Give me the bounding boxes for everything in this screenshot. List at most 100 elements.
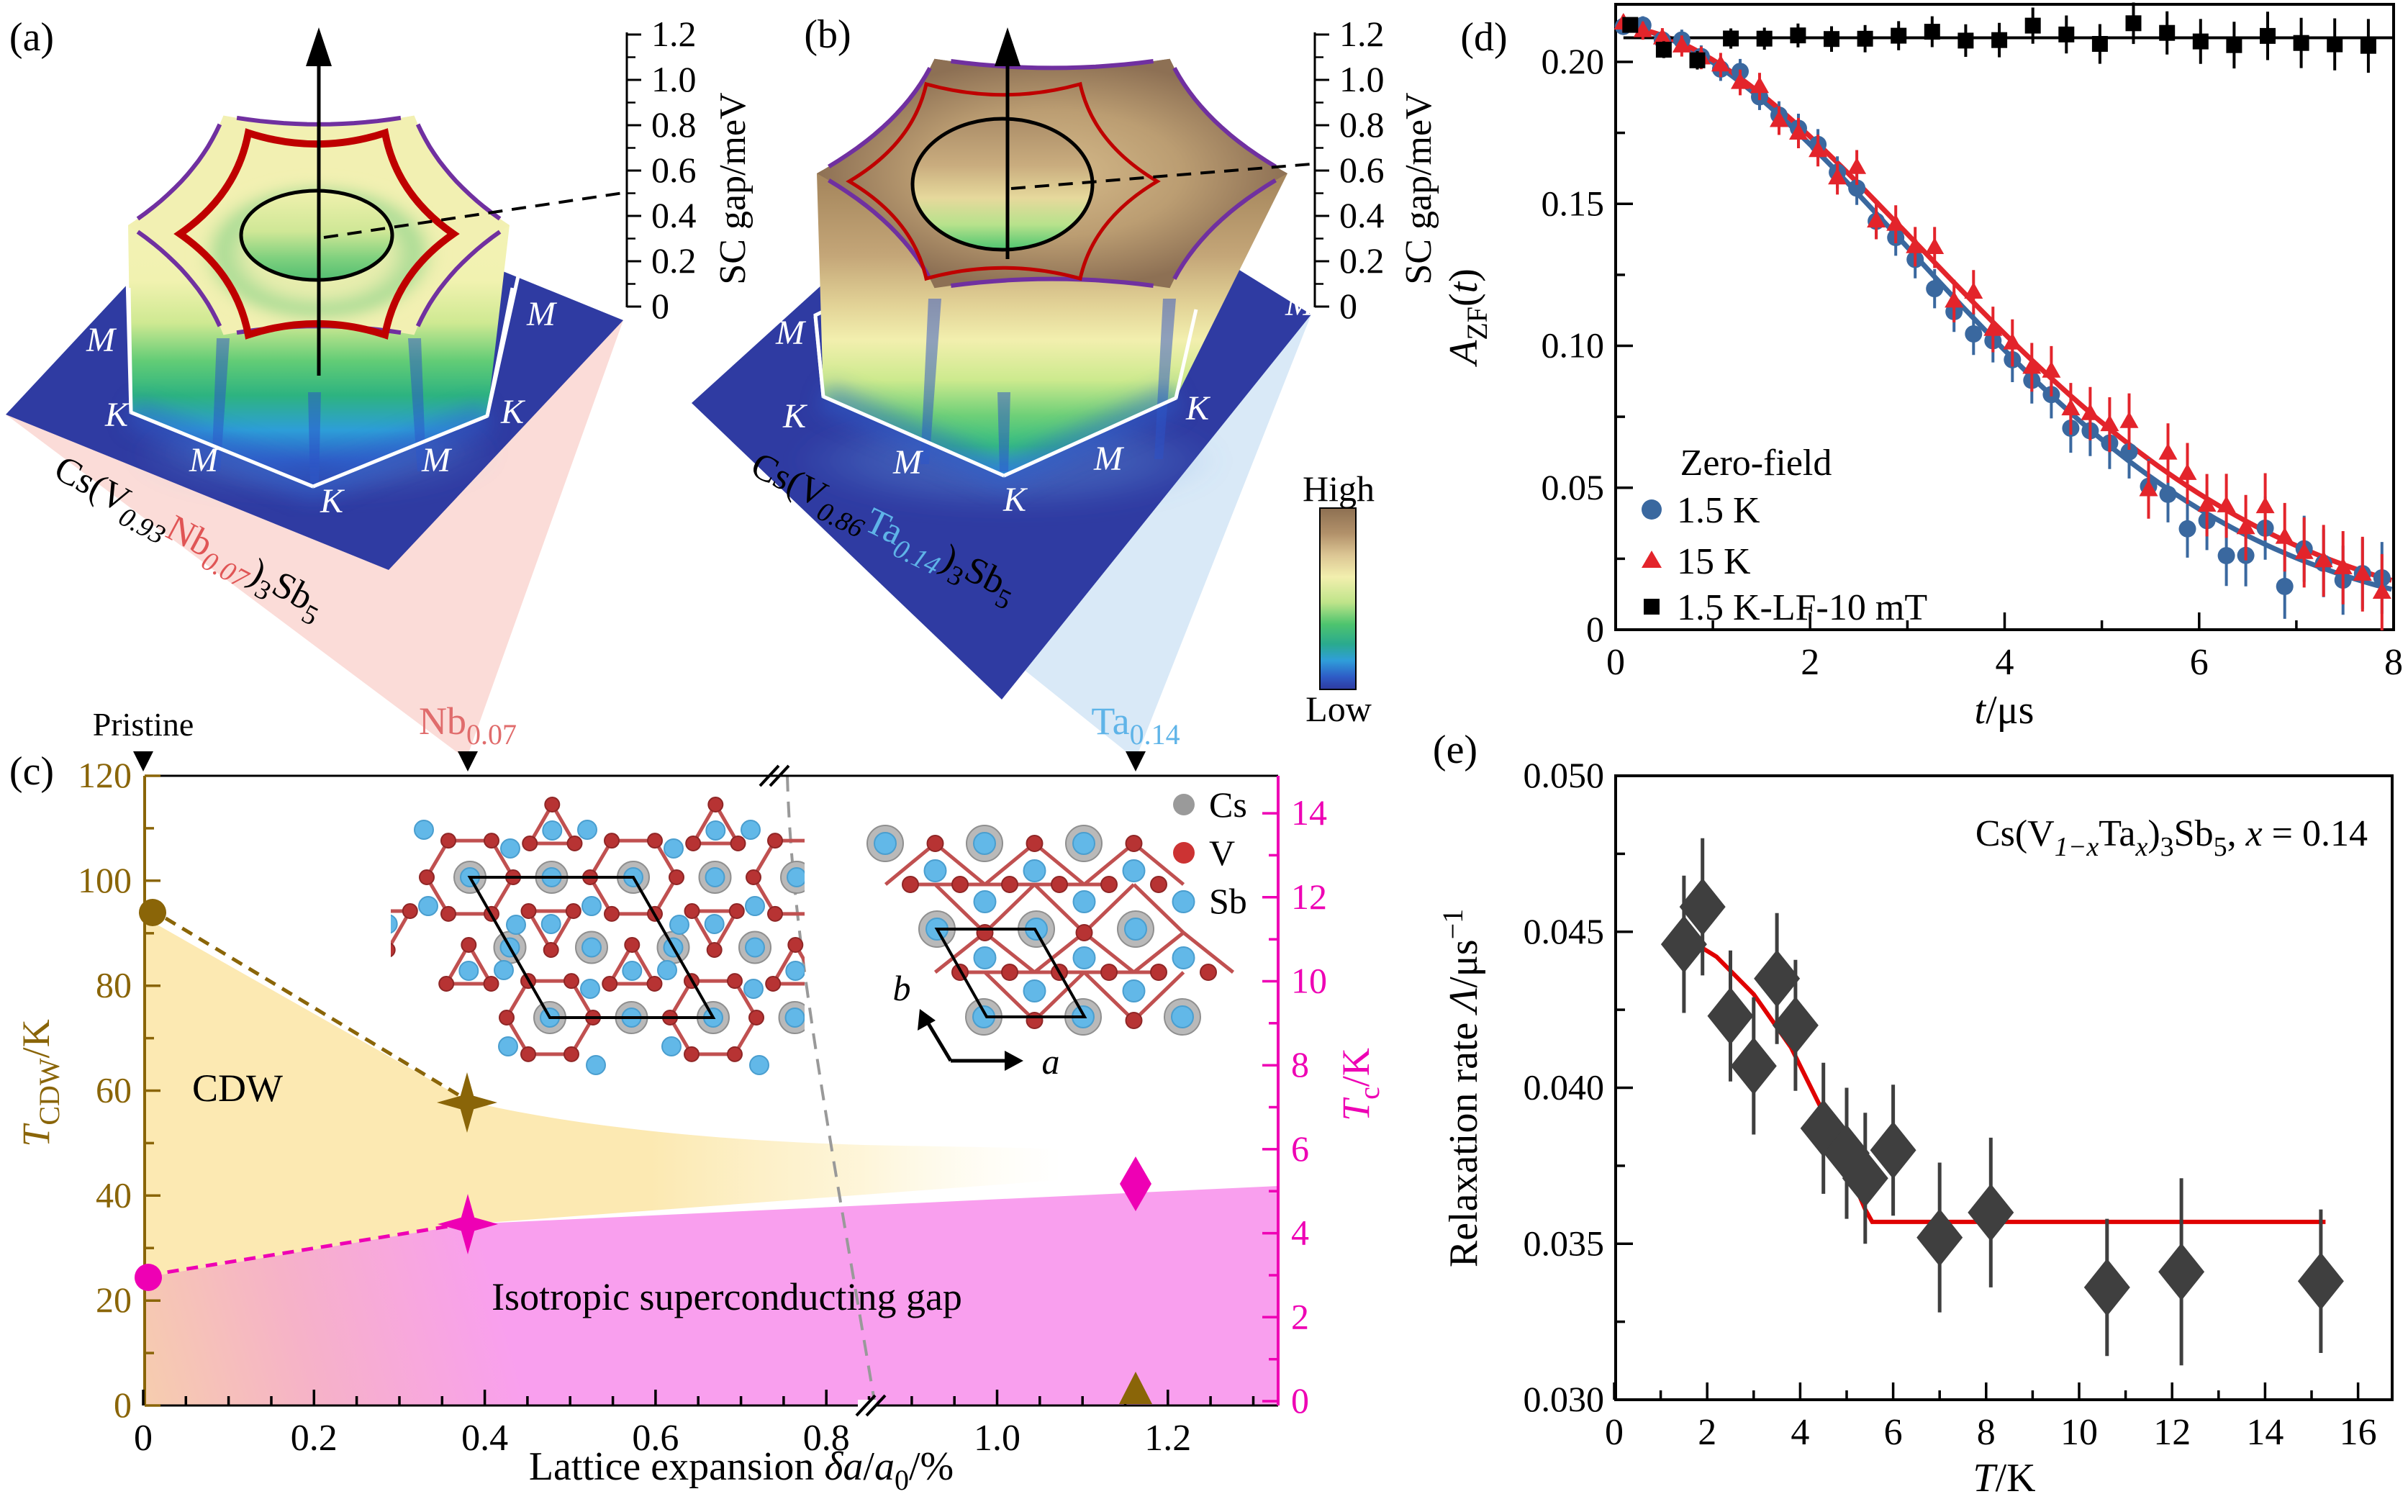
svg-text:Sb: Sb (1209, 881, 1247, 921)
svg-text:0.030: 0.030 (1524, 1379, 1605, 1419)
svg-text:2: 2 (1698, 1412, 1716, 1453)
svg-text:6: 6 (1884, 1412, 1903, 1453)
svg-text:(e): (e) (1433, 728, 1477, 772)
svg-text:Cs: Cs (1209, 784, 1247, 825)
svg-text:6: 6 (1291, 1128, 1309, 1169)
svg-text:Pristine: Pristine (93, 706, 194, 743)
svg-text:M: M (526, 295, 558, 333)
svg-text:16: 16 (2340, 1412, 2377, 1453)
svg-text:0.035: 0.035 (1524, 1223, 1605, 1263)
svg-text:8: 8 (2384, 642, 2403, 683)
svg-text:0: 0 (1586, 609, 1604, 649)
svg-text:4: 4 (1996, 642, 2014, 683)
svg-text:1.2: 1.2 (1144, 1418, 1191, 1459)
svg-text:M: M (892, 443, 924, 481)
svg-text:High: High (1303, 468, 1375, 509)
svg-text:K: K (782, 397, 808, 435)
svg-text:0.045: 0.045 (1524, 911, 1605, 951)
svg-text:10: 10 (2060, 1412, 2098, 1453)
svg-text:0: 0 (1291, 1380, 1309, 1421)
svg-text:0.4: 0.4 (1339, 195, 1385, 235)
svg-text:0.15: 0.15 (1542, 183, 1605, 223)
svg-text:K: K (1002, 481, 1028, 519)
svg-text:4: 4 (1791, 1412, 1809, 1453)
svg-text:0.040: 0.040 (1524, 1067, 1605, 1108)
svg-text:a: a (1042, 1041, 1060, 1082)
svg-text:2: 2 (1801, 642, 1819, 683)
svg-text:T/K: T/K (1973, 1456, 2035, 1500)
svg-text:Lattice expansion δa/a0/%: Lattice expansion δa/a0/% (529, 1444, 954, 1496)
svg-text:0.8: 0.8 (651, 104, 697, 145)
svg-text:Low: Low (1305, 689, 1372, 729)
svg-text:20: 20 (96, 1280, 132, 1320)
svg-text:14: 14 (1291, 792, 1327, 833)
svg-text:2: 2 (1291, 1296, 1309, 1336)
svg-text:TCDW/K: TCDW/K (14, 1019, 65, 1146)
svg-text:0.8: 0.8 (1339, 104, 1385, 145)
svg-text:1.0: 1.0 (1339, 59, 1385, 99)
svg-text:M: M (189, 441, 220, 479)
svg-text:0: 0 (651, 286, 669, 326)
svg-text:14: 14 (2246, 1412, 2283, 1453)
svg-text:CDW: CDW (192, 1067, 283, 1110)
svg-text:M: M (421, 441, 453, 479)
svg-text:K: K (1185, 389, 1211, 427)
svg-text:10: 10 (1291, 961, 1327, 1001)
svg-text:SC gap/meV: SC gap/meV (1398, 92, 1439, 284)
svg-text:0.8: 0.8 (803, 1418, 850, 1459)
svg-text:40: 40 (96, 1174, 132, 1215)
svg-text:60: 60 (96, 1070, 132, 1110)
svg-text:Relaxation rate Λ/μs−1: Relaxation rate Λ/μs−1 (1436, 909, 1486, 1267)
svg-text:0.4: 0.4 (461, 1418, 508, 1459)
svg-text:Isotropic superconducting gap: Isotropic superconducting gap (492, 1275, 962, 1318)
svg-text:b: b (893, 968, 911, 1008)
svg-text:M: M (1093, 440, 1125, 478)
svg-text:K: K (104, 396, 130, 434)
svg-text:120: 120 (78, 755, 132, 795)
svg-text:M: M (775, 314, 807, 352)
svg-text:0.2: 0.2 (651, 240, 697, 281)
svg-text:0.10: 0.10 (1542, 325, 1605, 366)
svg-text:8: 8 (1977, 1412, 1996, 1453)
svg-text:15 K: 15 K (1677, 541, 1751, 582)
svg-text:(d): (d) (1460, 15, 1507, 60)
svg-text:K: K (500, 393, 526, 431)
svg-text:0.4: 0.4 (651, 195, 697, 235)
svg-text:SC gap/meV: SC gap/meV (712, 92, 753, 284)
svg-text:1.2: 1.2 (651, 14, 697, 54)
svg-text:t/μs: t/μs (1975, 688, 2034, 733)
svg-text:Cs(V1−xTax)3Sb5, x = 0.14: Cs(V1−xTax)3Sb5, x = 0.14 (1975, 813, 2368, 862)
svg-text:1.0: 1.0 (974, 1418, 1020, 1459)
svg-text:0: 0 (114, 1385, 132, 1425)
svg-text:0: 0 (1339, 286, 1357, 326)
svg-text:K: K (320, 482, 345, 520)
svg-text:80: 80 (96, 965, 132, 1005)
svg-text:AZF(t): AZF(t) (1441, 268, 1493, 368)
svg-text:1.5 K-LF-10 mT: 1.5 K-LF-10 mT (1677, 587, 1927, 628)
svg-text:0.2: 0.2 (1339, 240, 1385, 281)
svg-text:1.0: 1.0 (651, 59, 697, 99)
svg-text:0: 0 (1606, 642, 1625, 683)
svg-text:M: M (86, 321, 117, 359)
svg-text:0.2: 0.2 (291, 1418, 338, 1459)
svg-text:8: 8 (1291, 1044, 1309, 1085)
svg-text:1.5 K: 1.5 K (1677, 490, 1760, 531)
svg-text:(b): (b) (804, 12, 851, 57)
svg-text:Zero-field: Zero-field (1680, 443, 1832, 484)
svg-text:0.6: 0.6 (651, 150, 697, 190)
svg-text:0: 0 (134, 1418, 153, 1459)
svg-text:(c): (c) (9, 749, 54, 794)
svg-text:6: 6 (2190, 642, 2209, 683)
svg-text:0.6: 0.6 (632, 1418, 679, 1459)
svg-text:(a): (a) (9, 15, 54, 60)
svg-text:0.05: 0.05 (1542, 467, 1605, 507)
svg-text:12: 12 (2153, 1412, 2191, 1453)
svg-text:V: V (1209, 833, 1235, 873)
svg-text:0.6: 0.6 (1339, 150, 1385, 190)
svg-text:Ta0.14: Ta0.14 (1091, 700, 1180, 751)
svg-text:0: 0 (1605, 1412, 1624, 1453)
svg-text:Tc/K: Tc/K (1334, 1048, 1385, 1121)
svg-text:100: 100 (78, 860, 132, 900)
svg-text:12: 12 (1291, 877, 1327, 917)
svg-text:0.20: 0.20 (1542, 41, 1605, 81)
